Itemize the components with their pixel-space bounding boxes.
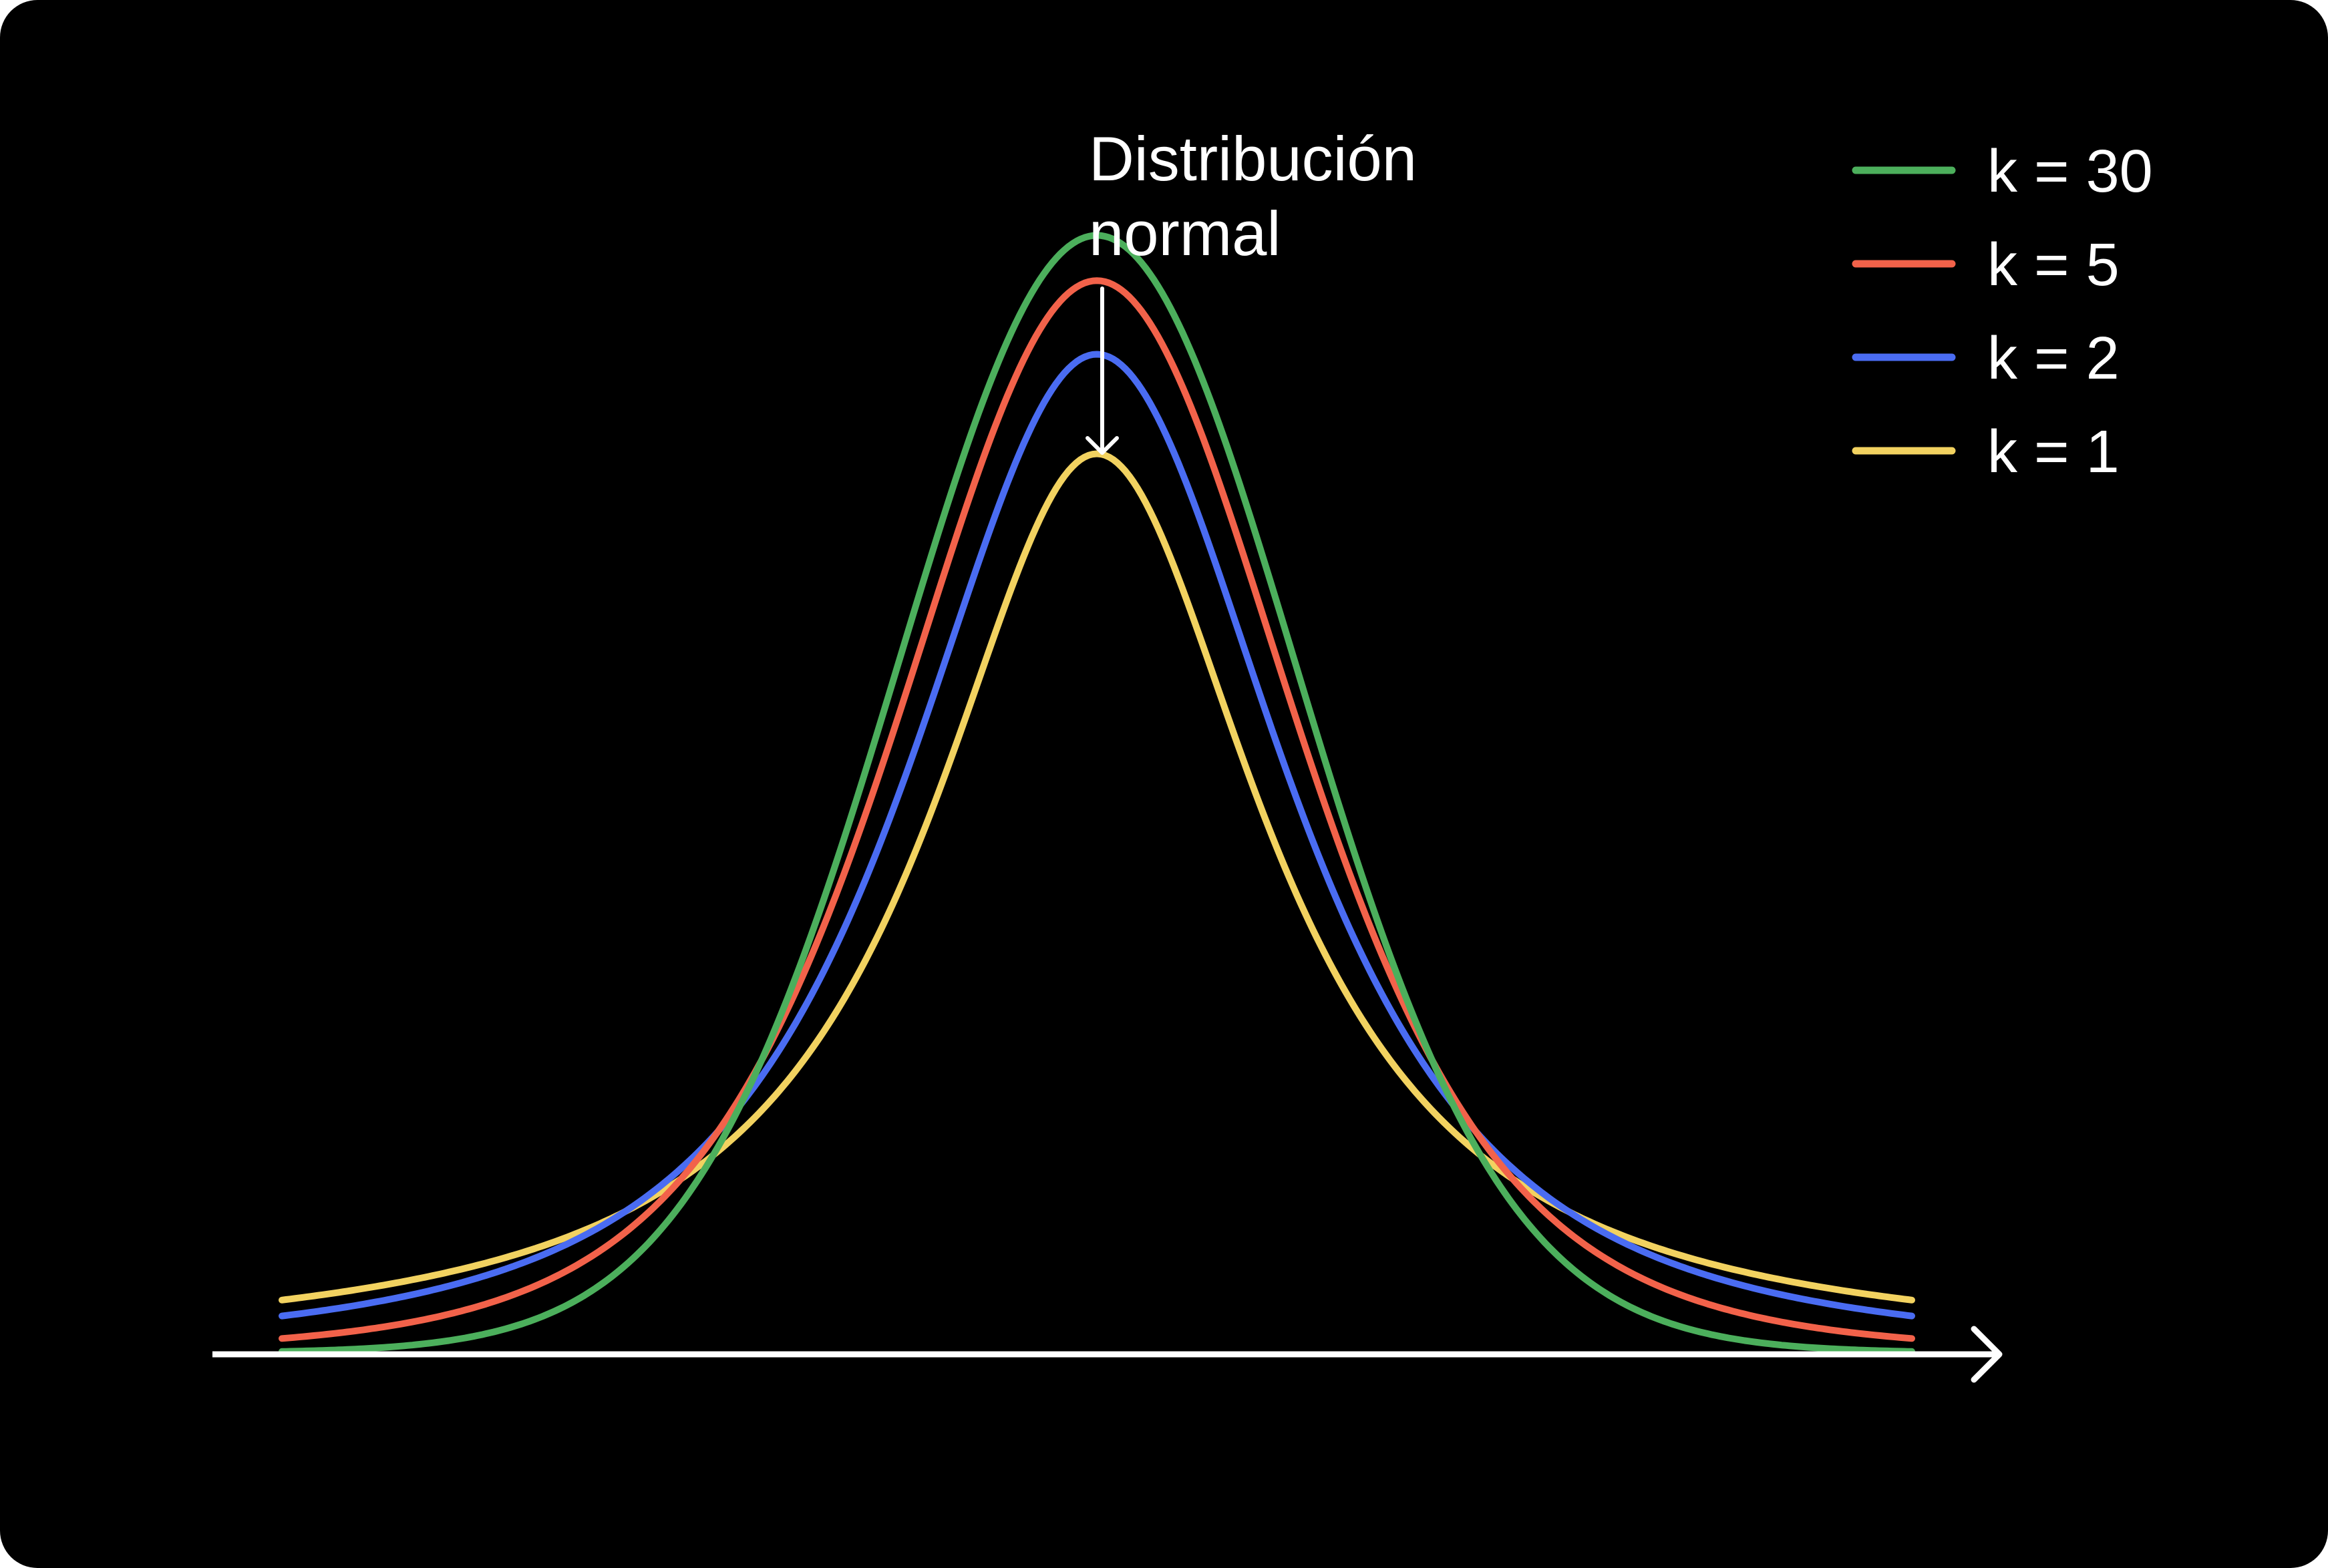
legend: k = 30 k = 5 k = 2 k = 1 [1852, 138, 2153, 485]
x-axis-arrow-icon [1971, 1326, 2003, 1383]
series-line-df-30 [279, 232, 1915, 1355]
legend-label-df-30: k = 30 [1987, 138, 2153, 205]
series-line-df-1 [279, 450, 1915, 1304]
curves-group [279, 232, 1915, 1355]
legend-label-df-2: k = 2 [1987, 325, 2120, 392]
annotation-line-2: normal [1089, 198, 1281, 268]
series-line-df-2 [279, 351, 1915, 1320]
legend-label-df-5: k = 5 [1987, 232, 2120, 299]
annotation-line-1: Distribución [1089, 124, 1417, 194]
series-line-df-5 [279, 277, 1915, 1342]
annotation-arrow-icon [1086, 436, 1119, 455]
legend-label-df-1: k = 1 [1987, 419, 2120, 485]
